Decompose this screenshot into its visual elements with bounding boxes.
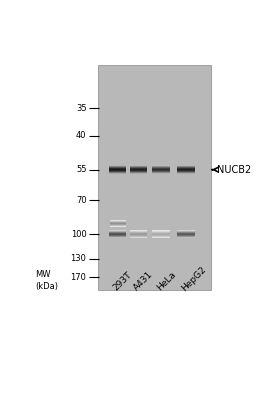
Text: NUCB2: NUCB2 [217, 165, 251, 175]
Text: HeLa: HeLa [155, 270, 177, 293]
Text: 35: 35 [76, 104, 87, 112]
Text: 70: 70 [76, 196, 87, 205]
Text: 55: 55 [76, 165, 87, 174]
Text: 170: 170 [70, 273, 87, 282]
Text: 100: 100 [71, 230, 87, 239]
Text: MW
(kDa): MW (kDa) [36, 270, 59, 290]
Text: 130: 130 [70, 254, 87, 264]
Text: 40: 40 [76, 131, 87, 140]
Text: A431: A431 [132, 270, 155, 293]
Bar [98, 65, 211, 290]
Text: 293T: 293T [111, 270, 133, 293]
Text: HepG2: HepG2 [180, 265, 208, 293]
